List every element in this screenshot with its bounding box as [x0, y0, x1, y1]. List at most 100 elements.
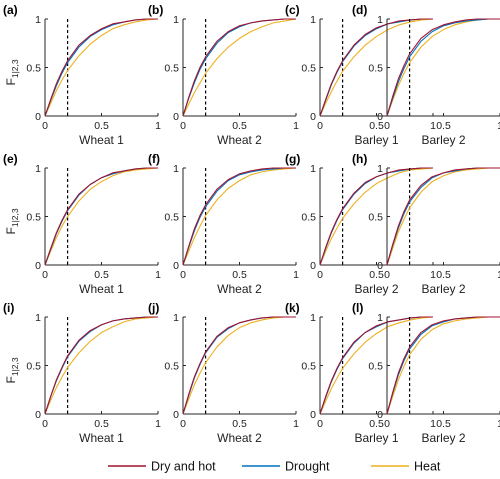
panel-e: 0 0.5 1 0 0.5 1 (e) Wheat 1 F1|2,3	[3, 152, 161, 296]
panel-label: (f)	[148, 152, 160, 166]
x-axis-label: Wheat 1	[79, 133, 124, 147]
y-tick-label: 0.5	[301, 63, 316, 75]
x-tick-label: 0.5	[94, 418, 109, 430]
y-tick-label: 1	[173, 14, 179, 26]
panel-b: 0 0.5 100.51(b)Wheat 2	[148, 3, 299, 147]
x-tick-label: 1	[497, 120, 500, 132]
panel-label: (g)	[285, 152, 300, 166]
y-axis-label-main: F	[4, 376, 18, 383]
panel-i: 0 0.5 1 0 0.5 1 (i) Wheat 1 F1|2,3	[3, 301, 161, 445]
y-tick-label: 0	[35, 409, 41, 421]
y-axis-label: F1|2,3	[4, 59, 20, 85]
series-line-dry-and-hot	[386, 18, 500, 117]
legend-label: Drought	[285, 460, 330, 474]
series-line-dry-and-hot	[182, 316, 296, 415]
panels: 0 0.5 100.51(a)Wheat 1F1|2,30 0.5 100.51(b)W…	[3, 3, 500, 445]
y-tick-label: 0.5	[368, 63, 383, 75]
y-tick-label: 0.5	[26, 361, 41, 373]
y-tick-label: 0.5	[164, 361, 179, 373]
y-tick-label: 0.5	[368, 361, 383, 373]
legend-label: Heat	[414, 460, 441, 474]
x-tick-label: 0.5	[232, 269, 247, 281]
y-tick-label: 1	[310, 163, 316, 175]
panel-label: (k)	[285, 301, 300, 315]
y-axis-label-main: F	[4, 78, 18, 85]
x-axis-label: Barley 2	[354, 282, 398, 296]
series-line-heat	[44, 316, 159, 415]
panel-label: (b)	[148, 3, 163, 17]
x-axis-label: Barley 2	[421, 431, 465, 445]
y-axis-label: F1|2,3	[4, 208, 20, 234]
legend-label: Dry and hot	[151, 460, 216, 474]
x-tick-label: 0	[42, 269, 48, 281]
series-line-drought	[386, 167, 500, 266]
y-tick-label: 1	[173, 163, 179, 175]
y-tick-label: 0.5	[301, 212, 316, 224]
series-line-heat	[319, 167, 434, 266]
series-line-drought	[182, 316, 296, 415]
y-tick-label: 0	[173, 409, 179, 421]
y-tick-label: 0	[35, 111, 41, 123]
y-tick-label: 1	[35, 14, 41, 26]
x-tick-label: 0.5	[369, 269, 384, 281]
x-tick-label: 1	[497, 269, 500, 281]
series-line-heat	[386, 316, 500, 415]
y-axis-label-sub: 1|2,3	[10, 208, 20, 227]
x-tick-label: 0	[42, 418, 48, 430]
x-tick-label: 1	[293, 269, 299, 281]
x-tick-label: 0	[180, 269, 186, 281]
y-tick-label: 1	[310, 14, 316, 26]
series-line-drought	[182, 167, 296, 266]
x-tick-label: 0	[317, 418, 323, 430]
y-tick-label: 0.5	[26, 63, 41, 75]
panel-j: 0 0.5 100.51(j)Wheat 2	[148, 301, 299, 445]
x-axis-label: Wheat 2	[217, 133, 262, 147]
y-tick-label: 1	[377, 163, 383, 175]
y-axis-label: F1|2,3	[4, 357, 20, 383]
series-line-heat	[319, 316, 434, 415]
x-tick-label: 1	[497, 418, 500, 430]
x-tick-label: 0	[42, 120, 48, 132]
x-tick-label: 1	[430, 120, 436, 132]
series-line-heat	[44, 167, 159, 266]
x-tick-label: 0	[384, 120, 390, 132]
y-tick-label: 0	[35, 260, 41, 272]
x-tick-label: 1	[155, 120, 161, 132]
y-axis-label-main: F	[4, 227, 18, 234]
series-line-dry-and-hot	[319, 167, 433, 266]
series-line-heat	[44, 18, 159, 117]
x-tick-label: 0.5	[232, 120, 247, 132]
series-line-dry-and-hot	[182, 18, 296, 117]
series-line-heat	[182, 316, 296, 415]
x-tick-label: 0.5	[232, 418, 247, 430]
panel-label: (h)	[352, 152, 367, 166]
x-tick-label: 0.5	[436, 269, 451, 281]
y-tick-label: 0	[173, 260, 179, 272]
series-line-drought	[44, 316, 158, 415]
x-axis-label: Barley 1	[354, 133, 398, 147]
x-tick-label: 0	[180, 120, 186, 132]
series-line-dry-and-hot	[44, 18, 158, 117]
panel-label: (c)	[285, 3, 300, 17]
x-axis-label: Barley 2	[421, 282, 465, 296]
panel-label: (e)	[3, 152, 18, 166]
x-tick-label: 1	[430, 418, 436, 430]
y-tick-label: 0	[377, 111, 383, 123]
series-line-dry-and-hot	[386, 316, 500, 415]
x-axis-label: Barley 2	[421, 133, 465, 147]
y-tick-label: 1	[377, 14, 383, 26]
x-tick-label: 1	[430, 269, 436, 281]
y-tick-label: 0	[377, 409, 383, 421]
x-tick-label: 0.5	[436, 418, 451, 430]
series-line-dry-and-hot	[182, 167, 296, 266]
x-tick-label: 1	[155, 269, 161, 281]
y-tick-label: 1	[35, 312, 41, 324]
x-tick-label: 0.5	[94, 120, 109, 132]
series-line-heat	[319, 18, 434, 117]
x-tick-label: 0.5	[369, 418, 384, 430]
x-axis-label: Wheat 2	[217, 282, 262, 296]
